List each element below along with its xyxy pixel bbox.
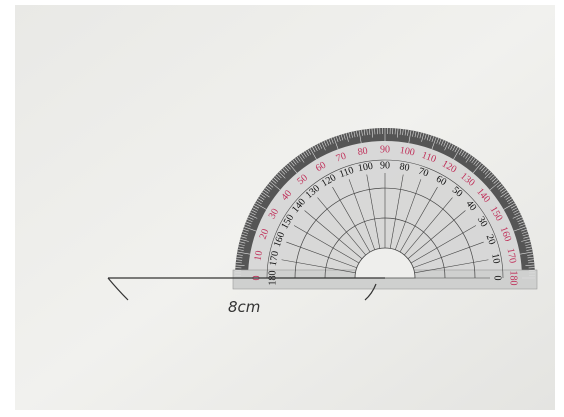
inner-scale-label: 90 [380,160,390,171]
page: {"annotation": "8cm", "protractor": { "o… [0,0,564,417]
photo: 0180101702016030150401405013060120701108… [0,0,564,417]
inner-scale-label: 10 [489,253,502,265]
outer-scale-label: 10 [252,250,265,262]
inner-scale-label: 0 [492,276,503,281]
length-label: 8cm [228,298,260,316]
outer-scale-label: 90 [380,144,390,155]
inner-scale-label: 80 [399,161,411,174]
outer-scale-label: 180 [508,271,519,286]
outer-scale-label: 80 [357,145,369,158]
